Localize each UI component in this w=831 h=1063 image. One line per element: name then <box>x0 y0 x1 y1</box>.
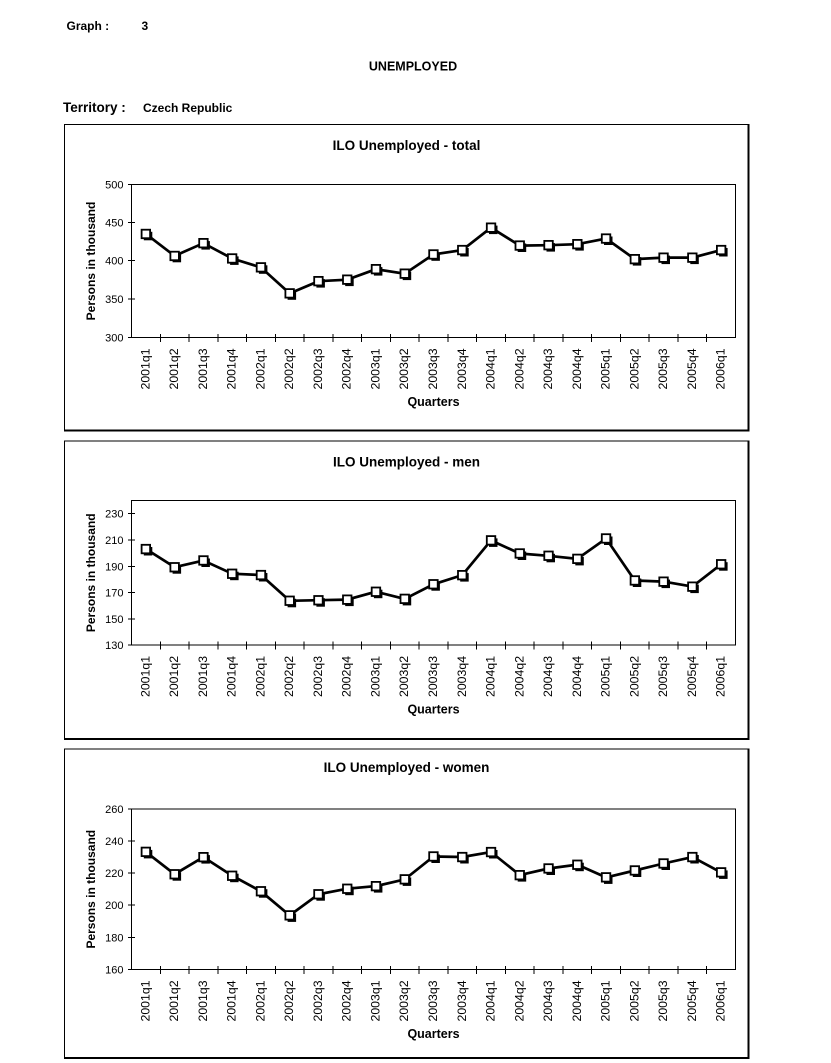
svg-text:2001q4: 2001q4 <box>225 980 239 1021</box>
svg-text:2004q3: 2004q3 <box>541 980 555 1021</box>
svg-text:160: 160 <box>105 965 123 977</box>
svg-text:Quarters: Quarters <box>407 1027 459 1041</box>
svg-text:Persons in thousand: Persons in thousand <box>84 513 98 632</box>
svg-text:2005q1: 2005q1 <box>599 348 613 389</box>
svg-text:240: 240 <box>105 836 123 848</box>
svg-text:2001q3: 2001q3 <box>196 980 210 1021</box>
svg-text:2001q2: 2001q2 <box>167 980 181 1021</box>
svg-text:2002q1: 2002q1 <box>253 348 267 389</box>
svg-text:2003q1: 2003q1 <box>369 656 383 697</box>
svg-text:2002q4: 2002q4 <box>340 348 354 389</box>
svg-text:2003q4: 2003q4 <box>455 348 469 389</box>
svg-text:2003q3: 2003q3 <box>426 980 440 1021</box>
svg-text:Graph :: Graph : <box>67 19 110 33</box>
svg-text:2005q4: 2005q4 <box>685 980 699 1021</box>
svg-text:2003q2: 2003q2 <box>397 980 411 1021</box>
svg-text:2005q1: 2005q1 <box>599 656 613 697</box>
svg-text:2005q4: 2005q4 <box>685 348 699 389</box>
svg-text:180: 180 <box>105 933 123 945</box>
svg-text:2004q4: 2004q4 <box>570 348 584 389</box>
svg-text:2003q3: 2003q3 <box>426 348 440 389</box>
svg-text:2003q1: 2003q1 <box>369 348 383 389</box>
svg-text:2002q4: 2002q4 <box>340 656 354 697</box>
svg-text:2003q2: 2003q2 <box>397 656 411 697</box>
svg-text:2003q4: 2003q4 <box>455 656 469 697</box>
svg-text:2005q2: 2005q2 <box>627 348 641 389</box>
svg-text:230: 230 <box>105 509 123 521</box>
svg-text:2004q4: 2004q4 <box>570 980 584 1021</box>
svg-text:2001q2: 2001q2 <box>167 656 181 697</box>
svg-text:2002q3: 2002q3 <box>311 980 325 1021</box>
svg-text:2002q3: 2002q3 <box>311 656 325 697</box>
svg-text:210: 210 <box>105 535 123 547</box>
svg-text:Czech Republic: Czech Republic <box>143 101 233 115</box>
svg-text:Quarters: Quarters <box>407 395 459 409</box>
svg-text:200: 200 <box>105 900 123 912</box>
svg-text:2004q3: 2004q3 <box>541 656 555 697</box>
svg-text:150: 150 <box>105 614 123 626</box>
svg-text:2003q4: 2003q4 <box>455 980 469 1021</box>
svg-text:170: 170 <box>105 588 123 600</box>
svg-text:2004q2: 2004q2 <box>512 980 526 1021</box>
svg-text:260: 260 <box>105 804 123 816</box>
svg-text:2002q3: 2002q3 <box>311 348 325 389</box>
svg-text:2001q3: 2001q3 <box>196 348 210 389</box>
svg-text:130: 130 <box>105 640 123 652</box>
svg-text:ILO Unemployed - women: ILO Unemployed - women <box>324 760 490 775</box>
svg-text:2003q3: 2003q3 <box>426 656 440 697</box>
svg-text:2005q3: 2005q3 <box>656 980 670 1021</box>
svg-text:2001q1: 2001q1 <box>138 348 152 389</box>
svg-text:2006q1: 2006q1 <box>714 348 728 389</box>
svg-text:2005q2: 2005q2 <box>627 656 641 697</box>
svg-text:Quarters: Quarters <box>407 703 459 717</box>
svg-text:3: 3 <box>142 19 149 33</box>
svg-text:2003q1: 2003q1 <box>369 980 383 1021</box>
svg-text:2005q3: 2005q3 <box>656 348 670 389</box>
svg-text:Territory :: Territory : <box>63 100 126 115</box>
svg-text:400: 400 <box>105 256 123 268</box>
svg-text:2006q1: 2006q1 <box>714 656 728 697</box>
svg-text:2004q2: 2004q2 <box>512 656 526 697</box>
svg-text:2001q1: 2001q1 <box>138 980 152 1021</box>
svg-text:300: 300 <box>105 333 123 345</box>
svg-text:2004q1: 2004q1 <box>484 656 498 697</box>
svg-text:220: 220 <box>105 868 123 880</box>
svg-text:2001q4: 2001q4 <box>225 348 239 389</box>
svg-text:2001q2: 2001q2 <box>167 348 181 389</box>
svg-text:2005q2: 2005q2 <box>627 980 641 1021</box>
svg-text:ILO Unemployed - total: ILO Unemployed - total <box>333 138 481 153</box>
svg-text:2005q1: 2005q1 <box>599 980 613 1021</box>
svg-text:500: 500 <box>105 180 123 192</box>
svg-text:2001q3: 2001q3 <box>196 656 210 697</box>
svg-text:Persons in thousand: Persons in thousand <box>84 202 98 321</box>
svg-text:2004q4: 2004q4 <box>570 656 584 697</box>
svg-text:2002q1: 2002q1 <box>253 656 267 697</box>
svg-text:350: 350 <box>105 294 123 306</box>
svg-text:2001q1: 2001q1 <box>138 656 152 697</box>
svg-text:2004q1: 2004q1 <box>484 348 498 389</box>
svg-text:2006q1: 2006q1 <box>714 980 728 1021</box>
svg-text:2001q4: 2001q4 <box>225 656 239 697</box>
svg-text:2002q2: 2002q2 <box>282 348 296 389</box>
svg-text:450: 450 <box>105 218 123 230</box>
svg-text:Persons in thousand: Persons in thousand <box>84 830 98 949</box>
svg-text:2002q4: 2002q4 <box>340 980 354 1021</box>
svg-text:2005q4: 2005q4 <box>685 656 699 697</box>
svg-text:2002q1: 2002q1 <box>253 980 267 1021</box>
svg-text:2005q3: 2005q3 <box>656 656 670 697</box>
svg-text:2002q2: 2002q2 <box>282 656 296 697</box>
svg-text:UNEMPLOYED: UNEMPLOYED <box>369 60 457 74</box>
svg-text:2004q3: 2004q3 <box>541 348 555 389</box>
svg-text:ILO Unemployed - men: ILO Unemployed - men <box>333 455 480 470</box>
svg-text:2004q1: 2004q1 <box>484 980 498 1021</box>
svg-text:2004q2: 2004q2 <box>512 348 526 389</box>
svg-text:190: 190 <box>105 562 123 574</box>
svg-text:2002q2: 2002q2 <box>282 980 296 1021</box>
svg-text:2003q2: 2003q2 <box>397 348 411 389</box>
